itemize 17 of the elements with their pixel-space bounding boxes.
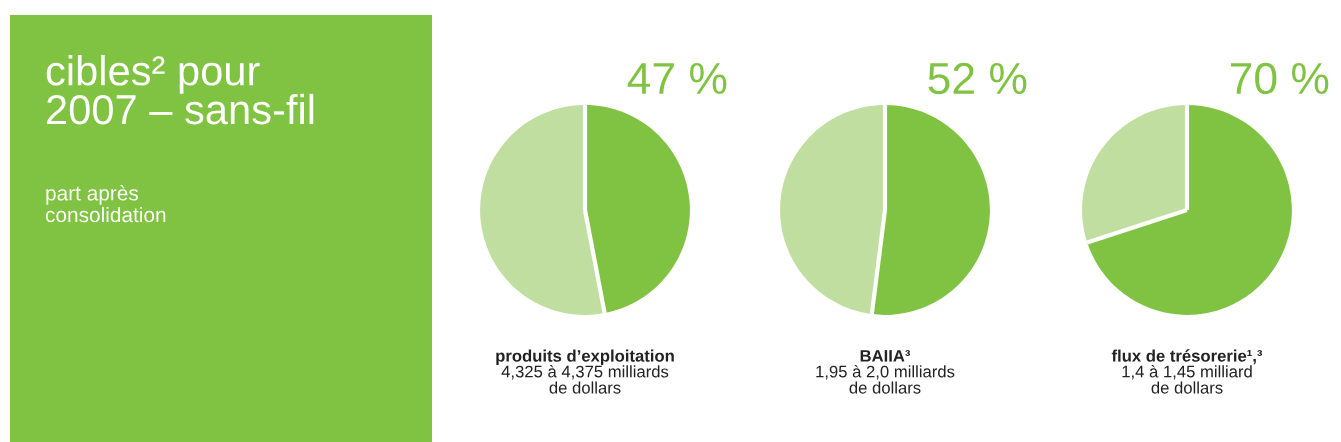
chart-title: 52 % (928, 62, 1027, 95)
pie-slice (585, 105, 690, 314)
text: part après consolidation (45, 185, 166, 223)
text: 1,4 à 1,45 milliard de dollars (1122, 365, 1252, 394)
pie-slice (780, 105, 885, 315)
text: produits d’exploitation (496, 349, 674, 366)
pie-slice (871, 105, 990, 315)
text: 1,95 à 2,0 milliards de dollars (816, 365, 955, 394)
text: BAIIA³ (860, 349, 911, 362)
pie-slice (1082, 105, 1187, 243)
text: 4,325 à 4,375 milliards de dollars (501, 365, 669, 394)
text: cibles² pour 2007 – sans-fil (46, 55, 314, 125)
chart-title: 47 % (627, 62, 727, 95)
pie-slice (1087, 105, 1292, 315)
text: flux de trésorerie¹,³ (1111, 349, 1263, 365)
chart-title: 70 % (1230, 62, 1329, 95)
pie-slice (480, 105, 605, 315)
